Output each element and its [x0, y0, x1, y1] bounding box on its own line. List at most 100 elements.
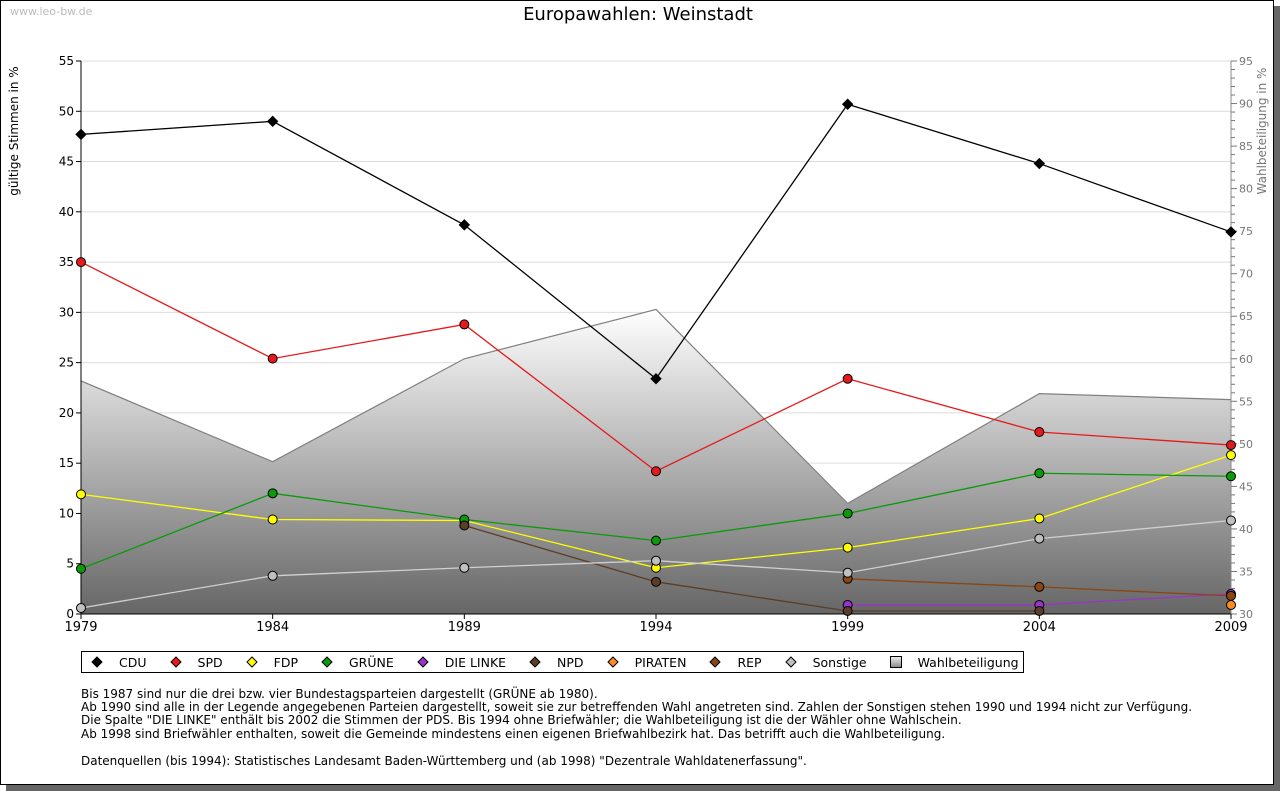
y-tick-label: 20: [59, 406, 74, 420]
chart-title: Europawahlen: Weinstadt: [523, 4, 753, 25]
legend-item: CDU: [90, 655, 147, 670]
data-point: [1034, 513, 1045, 524]
data-point: [459, 562, 470, 573]
legend-item: DIE LINKE: [416, 655, 506, 670]
legend-marker-icon: [245, 655, 259, 669]
x-tick-label: 2004: [1023, 620, 1056, 635]
x-tick-label: 1984: [256, 620, 289, 635]
y2-tick-label: 45: [1239, 480, 1253, 493]
data-point: [842, 373, 853, 384]
legend-label: SPD: [197, 654, 223, 670]
y2-tick-label: 40: [1239, 523, 1253, 536]
y-tick-label: 45: [59, 155, 74, 169]
data-point: [1226, 590, 1236, 601]
chart-svg: 0 5 10 15 20 25 30 35 40 45 50 55 30 35 40 45 50 55 60 65 70…: [7, 54, 1269, 635]
data-point: [842, 567, 853, 578]
legend-item: PIRATEN: [606, 654, 687, 670]
data-point: [651, 576, 661, 587]
legend-item: Wahlbeteiligung: [889, 655, 1019, 670]
y-tick-label: 15: [59, 456, 74, 470]
data-point: [1226, 471, 1236, 482]
y2-tick-label: 80: [1239, 183, 1253, 196]
data-point: [1034, 581, 1045, 592]
note-line: Die Spalte "DIE LINKE" enthält bis 2002 …: [81, 713, 962, 728]
data-point: [75, 128, 87, 141]
data-point: [650, 373, 662, 385]
data-point: [266, 115, 279, 128]
legend-item: GRÜNE: [320, 655, 394, 670]
series-spd: [76, 257, 1236, 477]
legend-marker-icon: [416, 655, 430, 669]
legend-marker-icon: [90, 655, 104, 669]
turnout-area: [80, 308, 1232, 614]
data-point: [458, 219, 471, 231]
series-lines: [75, 98, 1237, 616]
note-line: Ab 1998 sind Briefwähler enthalten, sowe…: [81, 726, 946, 741]
data-source: Datenquellen (bis 1994): Statistisches L…: [81, 754, 807, 768]
y-tick-label: 40: [59, 205, 74, 219]
legend-label: GRÜNE: [348, 654, 394, 670]
legend-item: Sonstige: [784, 655, 867, 670]
x-tick-label: 1989: [448, 620, 481, 635]
y2-tick-label: 55: [1239, 395, 1253, 408]
data-point: [651, 555, 661, 566]
data-point: [1226, 450, 1236, 461]
data-point: [651, 535, 661, 546]
data-point: [1225, 226, 1237, 238]
legend-item: REP: [708, 654, 762, 670]
data-point: [267, 488, 278, 499]
legend-label: CDU: [119, 654, 147, 670]
y-tick-label: 10: [59, 506, 74, 520]
series-npd: [459, 520, 1045, 616]
series-cdu: [75, 98, 1237, 385]
data-point: [1226, 440, 1236, 451]
legend-label: Wahlbeteiligung: [917, 654, 1019, 670]
y2-tick-label: 85: [1239, 140, 1253, 153]
y-tick-label: 30: [59, 305, 74, 319]
data-point: [267, 570, 278, 581]
y2-tick-label: 90: [1239, 98, 1253, 111]
data-point: [841, 98, 854, 110]
series-line: [464, 524, 1040, 612]
data-point: [459, 319, 470, 330]
y2-tick-label: 50: [1239, 438, 1253, 451]
data-point: [76, 257, 86, 268]
y2-tick-label: 60: [1239, 353, 1253, 366]
x-tick-label: 1994: [639, 620, 672, 635]
data-point: [1034, 605, 1045, 616]
y-axis-title: gültige Stimmen in %: [7, 66, 21, 195]
data-point: [1034, 468, 1045, 479]
y-tick-label: 0: [66, 607, 74, 621]
legend-item: NPD: [528, 655, 584, 670]
x-tick-label: 2009: [1214, 620, 1247, 635]
legend-marker-icon: [606, 655, 620, 669]
y-tick-label: 5: [66, 557, 74, 571]
data-point: [842, 542, 853, 553]
legend-label: REP: [737, 654, 762, 670]
legend-label: FDP: [273, 654, 298, 670]
y2-tick-label: 70: [1239, 268, 1253, 281]
turnout-area-line: [80, 308, 1232, 505]
legend-marker-icon: [528, 655, 542, 669]
legend-marker-icon: [708, 655, 722, 669]
data-point: [1034, 533, 1045, 544]
y2-tick-label: 30: [1239, 608, 1253, 621]
legend-item: FDP: [245, 655, 298, 670]
watermark: www.leo-bw.de: [10, 5, 93, 18]
x-tick-label: 1999: [831, 620, 864, 635]
data-point: [76, 489, 86, 500]
data-point: [267, 514, 278, 525]
data-point: [76, 563, 86, 574]
data-point: [267, 353, 278, 364]
data-point: [459, 520, 470, 531]
data-point: [1033, 157, 1046, 170]
legend-marker-icon: [784, 655, 798, 669]
data-point: [1226, 515, 1236, 526]
y2-tick-label: 65: [1239, 310, 1253, 323]
legend-label: Sonstige: [812, 654, 867, 670]
legend-marker-icon: [320, 655, 334, 669]
note-line: Bis 1987 sind nur die drei bzw. vier Bun…: [81, 687, 598, 701]
series-sonstige: [76, 515, 1236, 613]
legend-label: PIRATEN: [634, 654, 687, 670]
